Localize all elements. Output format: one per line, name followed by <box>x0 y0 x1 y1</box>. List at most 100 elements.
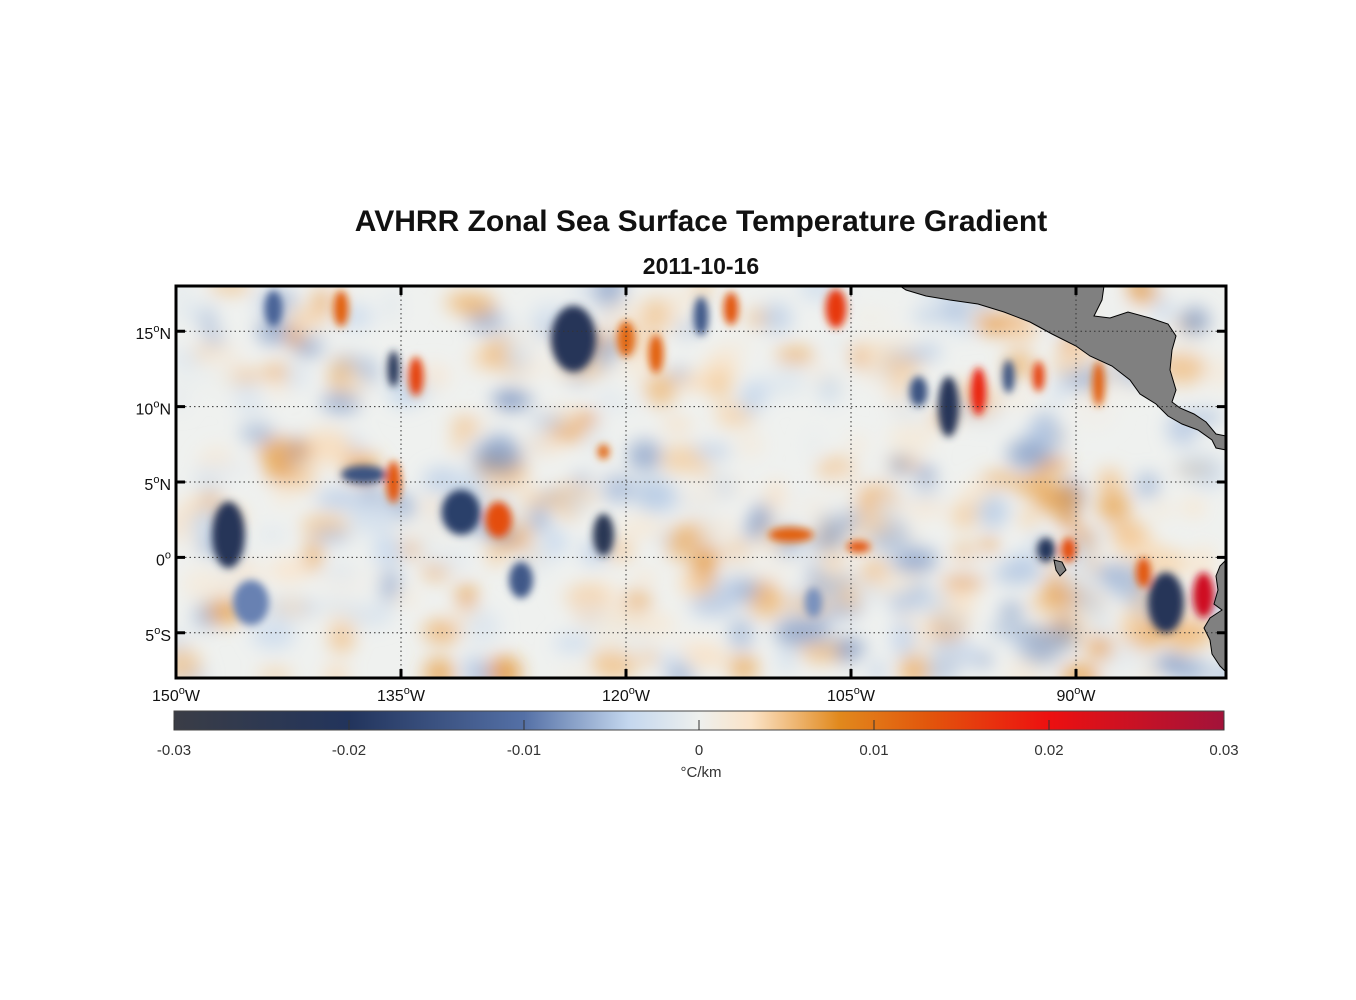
texture-speck <box>973 313 1010 334</box>
texture-speck <box>485 655 522 678</box>
texture-speck <box>270 557 309 583</box>
texture-speck <box>695 462 712 478</box>
anomaly-blob <box>233 580 269 626</box>
texture-speck <box>727 549 753 578</box>
lon-tick-label: 120oW <box>602 685 651 705</box>
map-subtitle: 2011-10-16 <box>642 253 760 279</box>
anomaly-blob <box>341 465 386 484</box>
texture-speck <box>981 471 1019 487</box>
texture-speck <box>885 543 929 556</box>
texture-speck <box>661 444 702 474</box>
texture-speck <box>1041 457 1070 471</box>
texture-speck <box>274 476 294 507</box>
anomaly-blob <box>593 513 614 556</box>
texture-speck <box>903 589 951 614</box>
texture-speck <box>527 505 550 533</box>
texture-speck <box>209 444 226 466</box>
texture-speck <box>1070 397 1117 431</box>
texture-speck <box>992 563 1040 585</box>
texture-speck <box>570 286 600 307</box>
lon-tick-label: 150oW <box>152 685 201 705</box>
texture-speck <box>800 640 845 663</box>
texture-speck <box>292 307 328 332</box>
texture-speck <box>523 436 566 456</box>
texture-speck <box>1180 307 1210 336</box>
texture-speck <box>558 666 592 678</box>
texture-speck <box>860 455 888 475</box>
texture-speck <box>600 301 647 335</box>
texture-speck <box>1105 647 1141 667</box>
anomaly-blob <box>693 296 709 336</box>
texture-speck <box>1087 635 1114 660</box>
texture-speck <box>258 668 293 678</box>
gradient-anomalies <box>212 289 1214 633</box>
texture-speck <box>700 515 723 548</box>
texture-speck <box>344 368 366 399</box>
texture-speck <box>735 578 759 601</box>
texture-speck <box>392 589 420 606</box>
texture-speck <box>1176 454 1220 481</box>
texture-speck <box>1096 490 1131 523</box>
texture-speck <box>890 555 932 573</box>
anomaly-blob <box>441 489 481 535</box>
texture-speck <box>824 546 843 578</box>
texture-speck <box>692 286 713 300</box>
texture-speck <box>1006 438 1050 470</box>
texture-speck <box>1180 498 1206 517</box>
texture-speck <box>817 375 842 404</box>
anomaly-blob <box>1148 572 1184 633</box>
map-axis-labels: 150oW 135oW 120oW 105oW 90oW 15oN 10oN 5oN 0o 5oS <box>136 323 1097 705</box>
lat-tick-label: 0o <box>156 549 171 569</box>
colorbar-label: °C/km <box>680 764 722 781</box>
texture-speck <box>399 543 422 557</box>
texture-speck <box>176 647 201 678</box>
texture-speck <box>1059 574 1102 591</box>
texture-speck <box>747 587 786 618</box>
lon-tick-label: 135oW <box>377 685 426 705</box>
texture-speck <box>1136 472 1160 499</box>
texture-speck <box>770 364 807 397</box>
texture-speck <box>256 318 291 345</box>
texture-speck <box>592 286 626 307</box>
texture-speck <box>1145 548 1188 578</box>
texture-speck <box>980 537 998 553</box>
anomaly-blob <box>804 587 823 618</box>
colorbar-tick-label: 0 <box>695 742 703 759</box>
anomaly-blob <box>909 376 928 407</box>
texture-speck <box>715 341 752 354</box>
anomaly-blob <box>846 540 871 553</box>
texture-speck <box>663 312 687 328</box>
texture-speck <box>503 344 533 365</box>
texture-speck <box>685 649 732 668</box>
anomaly-blob <box>1032 361 1045 392</box>
texture-speck <box>319 570 365 601</box>
texture-speck <box>357 501 403 531</box>
texture-speck <box>353 599 375 613</box>
texture-speck <box>775 346 816 364</box>
texture-speck <box>576 411 599 427</box>
texture-speck <box>465 609 501 645</box>
texture-speck <box>601 474 634 504</box>
texture-speck <box>876 494 895 520</box>
texture-speck <box>311 289 332 314</box>
texture-speck <box>184 496 209 514</box>
texture-speck <box>680 493 719 517</box>
lat-tick-label: 10oN <box>136 399 171 419</box>
texture-speck <box>208 286 253 294</box>
texture-speck <box>457 293 496 318</box>
texture-speck <box>717 477 735 500</box>
texture-speck <box>176 286 190 298</box>
texture-speck <box>474 414 500 429</box>
texture-speck <box>828 470 858 498</box>
texture-speck <box>950 502 979 530</box>
texture-speck <box>838 637 856 664</box>
texture-speck <box>689 593 735 617</box>
texture-speck <box>761 302 793 333</box>
texture-speck <box>848 435 866 454</box>
texture-speck <box>998 393 1036 407</box>
texture-speck <box>632 570 658 585</box>
texture-speck <box>350 524 373 539</box>
texture-speck <box>941 575 985 589</box>
texture-speck <box>729 618 753 650</box>
texture-speck <box>637 298 674 335</box>
